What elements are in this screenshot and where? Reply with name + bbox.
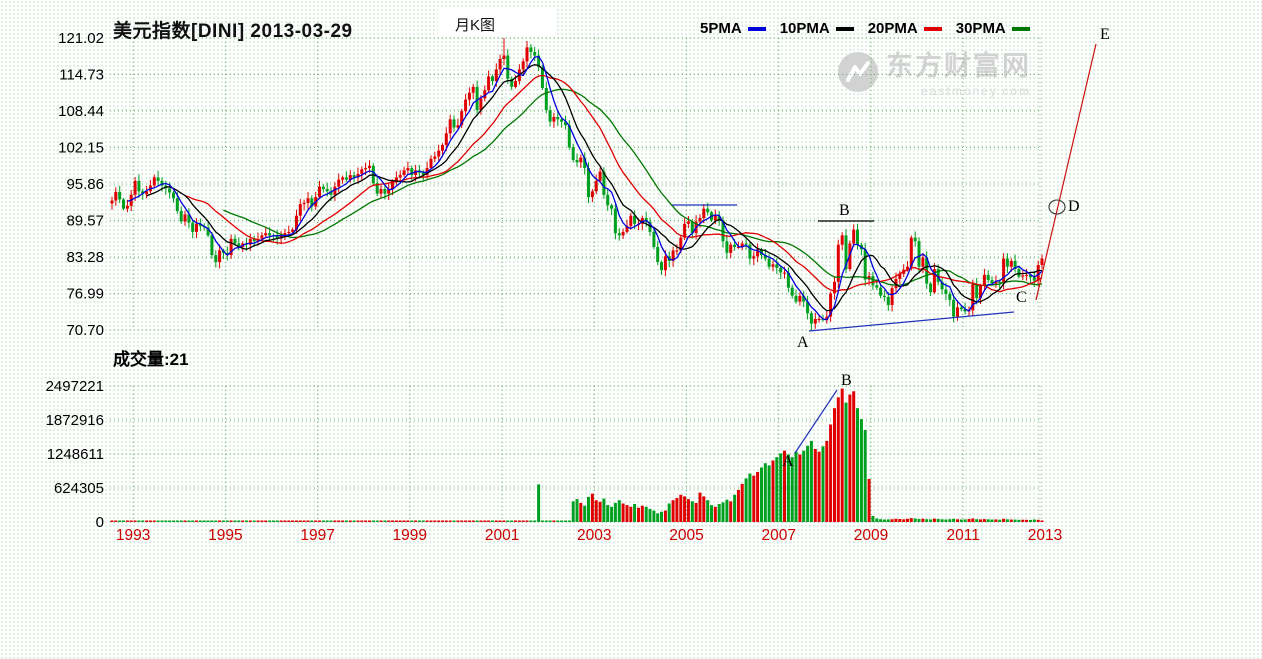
trend-annotations: A B C D E A B <box>672 26 1110 470</box>
watermark-site-domain: eastmoney.com <box>921 83 1031 98</box>
legend-label-20pma: 20PMA <box>867 20 918 37</box>
svg-text:1248611: 1248611 <box>47 446 104 463</box>
svg-text:89.57: 89.57 <box>66 213 104 230</box>
svg-text:1995: 1995 <box>208 527 242 544</box>
svg-text:1997: 1997 <box>300 527 334 544</box>
svg-text:624305: 624305 <box>54 480 104 497</box>
svg-text:E: E <box>1100 26 1110 43</box>
svg-text:1993: 1993 <box>116 527 150 544</box>
svg-text:2005: 2005 <box>669 527 703 544</box>
svg-text:0: 0 <box>96 514 104 531</box>
svg-text:95.86: 95.86 <box>66 176 104 193</box>
legend-item-30pma: 30PMA <box>956 20 1030 37</box>
svg-text:2003: 2003 <box>577 527 611 544</box>
svg-text:C: C <box>1016 289 1027 306</box>
svg-text:2009: 2009 <box>854 527 888 544</box>
legend-swatch-20pma-icon <box>923 26 942 31</box>
svg-text:A: A <box>782 453 794 470</box>
svg-text:1872916: 1872916 <box>46 412 104 429</box>
chart-title: 美元指数[DINI] 2013-03-29 <box>113 21 353 42</box>
svg-text:2011: 2011 <box>947 527 980 544</box>
grid-lines <box>110 37 1042 523</box>
svg-text:114.73: 114.73 <box>59 67 104 84</box>
svg-text:121.02: 121.02 <box>58 30 104 47</box>
svg-text:B: B <box>839 202 850 219</box>
ma-lines <box>127 56 1043 321</box>
legend-swatch-5pma-icon <box>747 26 766 31</box>
legend-label-30pma: 30PMA <box>955 20 1006 37</box>
svg-text:2013: 2013 <box>1028 527 1062 544</box>
svg-text:D: D <box>1068 198 1080 215</box>
svg-text:2497221: 2497221 <box>46 378 104 395</box>
watermark-site-name: 东方财富网 <box>886 51 1031 81</box>
svg-text:76.99: 76.99 <box>66 286 104 303</box>
svg-text:102.15: 102.15 <box>58 140 104 157</box>
ma-legend: 5PMA 10PMA 20PMA 30PMA <box>700 20 1030 37</box>
price-axis-labels: 121.02 114.73 108.44 102.15 95.86 89.57 83.28 7… <box>58 30 104 339</box>
volume-label: 成交量:21 <box>113 350 189 369</box>
svg-text:83.28: 83.28 <box>66 249 104 266</box>
svg-text:70.70: 70.70 <box>66 322 104 339</box>
legend-label-5pma: 5PMA <box>700 20 742 37</box>
legend-item-20pma: 20PMA <box>868 20 942 37</box>
svg-text:108.44: 108.44 <box>58 103 104 120</box>
svg-text:2007: 2007 <box>762 527 796 544</box>
year-axis-labels: 1993 1995 1997 1999 2001 2003 2005 2007 2009 2011… <box>116 527 1062 544</box>
legend-swatch-10pma-icon <box>835 26 854 31</box>
legend-item-10pma: 10PMA <box>780 20 854 37</box>
volume-bars <box>110 388 1044 522</box>
svg-text:1999: 1999 <box>393 527 427 544</box>
volume-axis-labels: 2497221 1872916 1248611 624305 0 <box>46 378 104 531</box>
legend-item-5pma: 5PMA <box>700 20 766 37</box>
svg-text:2001: 2001 <box>485 527 519 544</box>
svg-text:A: A <box>797 334 809 351</box>
legend-swatch-30pma-icon <box>1011 26 1030 31</box>
legend-label-10pma: 10PMA <box>779 20 830 37</box>
chart-period-tooltip: 月K图 <box>438 8 556 36</box>
svg-text:B: B <box>841 372 852 389</box>
